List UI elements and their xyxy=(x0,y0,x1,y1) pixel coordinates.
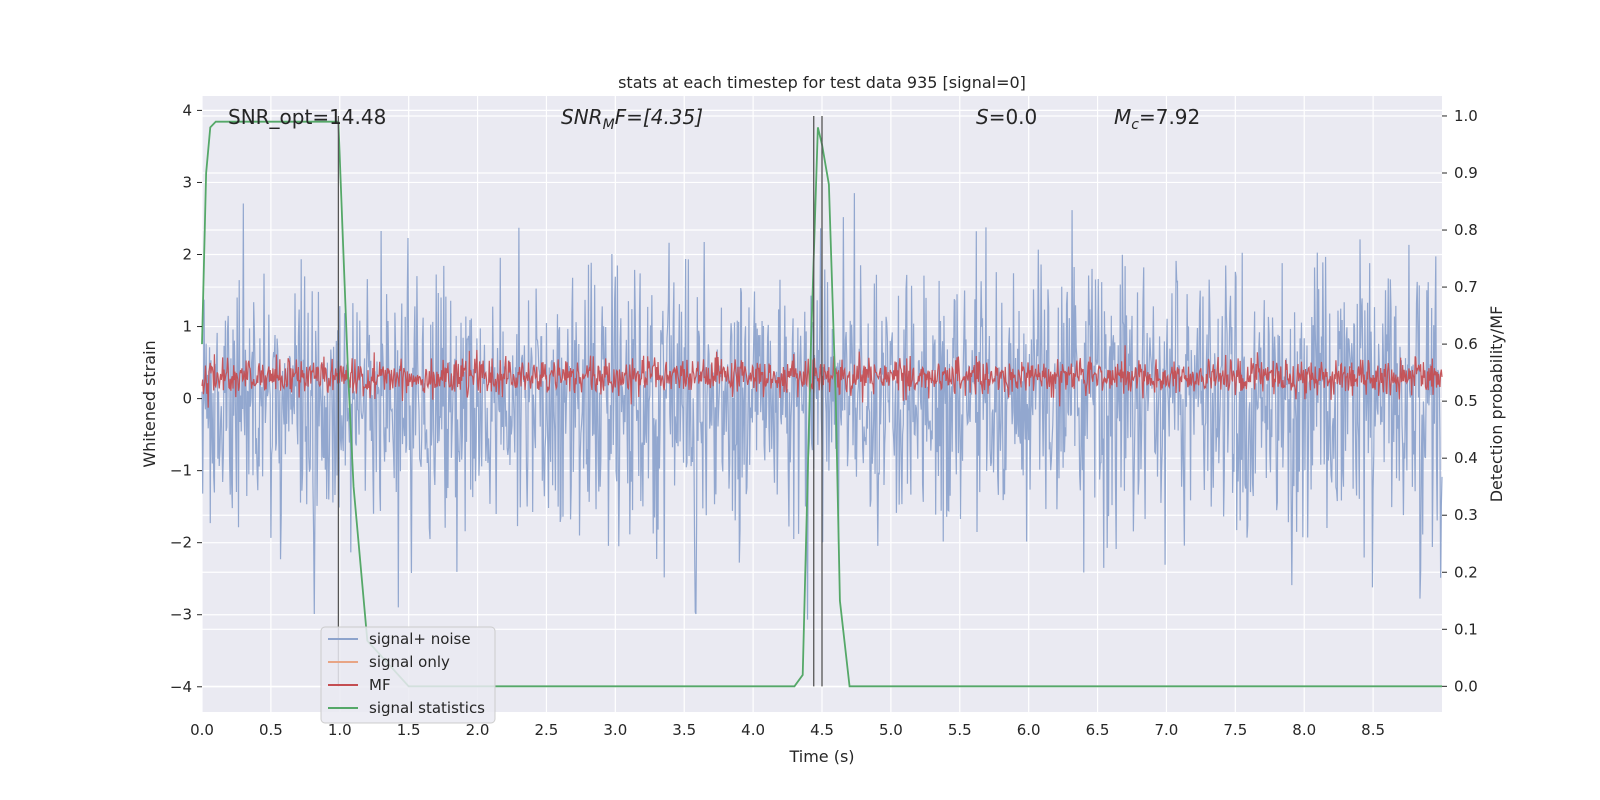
legend-label-signal-statistics: signal statistics xyxy=(369,699,485,717)
annotation-mc-rest: =7.92 xyxy=(1139,105,1200,129)
annotation-snr-mf: SNRMF=[4.35] xyxy=(561,105,703,133)
x-tick-label: 6.5 xyxy=(1086,721,1110,739)
x-tick-label: 8.0 xyxy=(1292,721,1316,739)
annotation-mc-main: M xyxy=(1114,105,1131,129)
x-tick-label: 3.0 xyxy=(603,721,627,739)
annotation-mc-sub: c xyxy=(1131,117,1139,133)
annotation-snr-mf-sub: M xyxy=(603,117,615,133)
annotation-s: S=0.0 xyxy=(976,105,1037,129)
y-tick-label: −2 xyxy=(170,534,192,552)
y-axis-label: Whitened strain xyxy=(140,340,159,467)
x-tick-label: 3.5 xyxy=(672,721,696,739)
y-right-tick-label: 0.6 xyxy=(1454,335,1478,353)
series-signal-statistics xyxy=(201,120,1442,688)
annotation-mc: Mc=7.92 xyxy=(1114,105,1200,133)
x-tick-label: 4.5 xyxy=(810,721,834,739)
y-tick-label: −3 xyxy=(170,606,192,624)
y-tick-label: −4 xyxy=(170,678,192,696)
y-tick-label: 3 xyxy=(182,173,192,191)
annotation-snr-mf-rest: F=[4.35] xyxy=(615,105,703,129)
y-right-tick-label: 0.7 xyxy=(1454,278,1478,296)
annotation-s-rest: =0.0 xyxy=(989,105,1038,129)
legend-label-mf: MF xyxy=(369,676,391,694)
x-tick-label: 6.0 xyxy=(1017,721,1041,739)
legend-label-signal-noise: signal+ noise xyxy=(369,630,471,648)
x-tick-label: 1.0 xyxy=(328,721,352,739)
x-tick-label: 0.0 xyxy=(190,721,214,739)
annotation-snr-opt: SNR_opt=14.48 xyxy=(228,105,386,129)
y-right-tick-label: 0.0 xyxy=(1454,677,1478,695)
x-tick-label: 5.0 xyxy=(879,721,903,739)
x-tick-label: 7.5 xyxy=(1223,721,1247,739)
x-tick-label: 5.5 xyxy=(948,721,972,739)
annotation-snr-mf-main: SNR xyxy=(561,105,603,129)
y-tick-label: 2 xyxy=(182,246,192,264)
y-right-tick-label: 0.5 xyxy=(1454,392,1478,410)
y-right-tick-label: 0.3 xyxy=(1454,506,1478,524)
y-axis-right-label: Detection probability/MF xyxy=(1487,306,1506,503)
x-tick-label: 0.5 xyxy=(259,721,283,739)
legend-label-signal-only: signal only xyxy=(369,653,450,671)
x-tick-label: 7.0 xyxy=(1155,721,1179,739)
legend-box xyxy=(320,626,496,724)
y-axis-right-ticks: 0.0 0.1 0.2 0.3 0.4 0.5 0.6 0.7 0.8 0.9 1.0 xyxy=(1442,107,1478,695)
y-axis-ticks: −4 −3 −2 −1 0 1 2 3 4 xyxy=(170,101,202,696)
y-right-tick-label: 0.8 xyxy=(1454,221,1478,239)
x-axis-label: Time (s) xyxy=(788,747,854,766)
y-right-tick-label: 0.9 xyxy=(1454,164,1478,182)
y-right-tick-label: 0.1 xyxy=(1454,620,1478,638)
chart-title: stats at each timestep for test data 935… xyxy=(618,73,1026,92)
y-tick-label: 1 xyxy=(182,318,192,336)
x-axis-ticks: 0.0 0.5 1.0 1.5 2.0 2.5 3.0 3.5 4.0 4.5 5.0 5.5 6.0 6… xyxy=(190,721,1385,739)
x-tick-label: 4.0 xyxy=(741,721,765,739)
y-right-tick-label: 1.0 xyxy=(1454,107,1478,125)
annotation-s-main: S xyxy=(976,105,989,129)
y-right-tick-label: 0.4 xyxy=(1454,449,1478,467)
y-tick-label: 4 xyxy=(182,101,192,119)
x-tick-label: 2.5 xyxy=(535,721,559,739)
y-tick-label: −1 xyxy=(170,462,192,480)
vertical-markers xyxy=(337,115,823,687)
x-tick-label: 1.5 xyxy=(397,721,421,739)
x-tick-label: 8.5 xyxy=(1361,721,1385,739)
x-tick-label: 2.0 xyxy=(466,721,490,739)
legend: signal+ noise signal only MF signal stat… xyxy=(320,626,496,724)
y-right-tick-label: 0.2 xyxy=(1454,563,1478,581)
y-tick-label: 0 xyxy=(182,390,192,408)
